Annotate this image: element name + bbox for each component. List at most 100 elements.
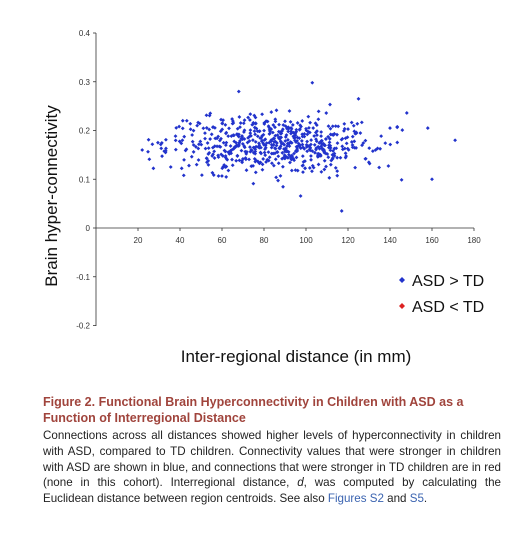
data-point xyxy=(253,147,258,152)
data-point xyxy=(317,146,322,151)
caption-text-4: . xyxy=(423,492,428,506)
link-figures-s2[interactable]: Figures S2 xyxy=(327,492,384,506)
data-point xyxy=(315,133,319,138)
data-point xyxy=(196,120,201,125)
data-point xyxy=(219,117,223,122)
data-point xyxy=(243,149,248,154)
data-point xyxy=(366,160,371,165)
data-point xyxy=(204,126,209,130)
data-point xyxy=(359,120,364,125)
data-point xyxy=(183,148,188,153)
data-point xyxy=(298,146,303,151)
data-point xyxy=(229,134,234,138)
data-point xyxy=(301,145,305,150)
axes: 0.4 0.3 0.2 0.1 0 -0.1 -0.2 20 40 60 80 100 120 140 16… xyxy=(76,29,481,331)
data-point xyxy=(272,139,277,144)
data-point xyxy=(298,194,303,198)
data-point xyxy=(211,152,215,157)
data-point xyxy=(288,119,293,124)
data-point xyxy=(287,152,291,157)
data-point xyxy=(223,154,228,158)
data-point xyxy=(342,146,347,151)
data-point xyxy=(260,138,265,143)
data-point xyxy=(274,175,279,180)
data-point xyxy=(234,158,239,163)
data-point xyxy=(340,147,345,152)
data-point xyxy=(222,163,227,167)
data-point xyxy=(324,164,328,169)
data-point xyxy=(328,162,333,167)
legend-marker-red xyxy=(399,303,405,309)
data-point xyxy=(302,132,307,136)
data-point xyxy=(204,156,209,160)
data-point xyxy=(253,121,258,126)
data-point xyxy=(290,123,295,127)
figure-caption: Figure 2. Functional Brain Hyperconnecti… xyxy=(43,394,501,507)
data-point xyxy=(232,145,237,149)
data-point xyxy=(310,149,315,154)
y-tick-label: 0.2 xyxy=(79,127,91,136)
data-point xyxy=(326,124,331,129)
data-point xyxy=(200,173,204,178)
data-point xyxy=(259,135,264,140)
data-point xyxy=(299,139,304,143)
caption-distance-symbol: d xyxy=(297,476,304,490)
data-point xyxy=(330,124,335,129)
data-point xyxy=(271,123,276,127)
data-point xyxy=(180,126,185,131)
legend-item-asd-gt-td: ASD > TD xyxy=(399,273,484,290)
data-point xyxy=(327,136,332,141)
data-point xyxy=(332,151,337,156)
data-point xyxy=(269,138,274,142)
data-point xyxy=(173,138,178,143)
data-point xyxy=(173,134,178,139)
data-point xyxy=(358,131,363,135)
data-point xyxy=(301,170,305,175)
x-axis-label: Inter-regional distance (in mm) xyxy=(181,347,412,366)
data-point xyxy=(316,109,321,114)
data-point xyxy=(239,136,244,141)
data-point xyxy=(345,135,350,140)
data-point xyxy=(253,149,258,154)
data-point xyxy=(180,138,185,143)
data-point xyxy=(240,156,245,161)
data-point xyxy=(310,80,315,85)
data-point xyxy=(282,147,286,151)
data-point xyxy=(430,177,434,182)
data-point xyxy=(193,144,198,149)
data-point xyxy=(209,132,214,137)
data-point xyxy=(273,125,277,130)
data-point xyxy=(243,156,248,160)
data-point xyxy=(333,124,338,129)
data-point xyxy=(198,139,203,144)
data-point xyxy=(315,129,319,134)
link-figure-s5[interactable]: S5 xyxy=(409,492,424,506)
y-tick-label: 0.3 xyxy=(79,78,91,87)
data-point xyxy=(262,122,267,126)
data-point xyxy=(239,148,244,153)
data-point xyxy=(343,151,348,156)
data-point xyxy=(291,134,296,139)
data-point xyxy=(248,128,253,133)
data-point xyxy=(222,148,227,153)
data-point xyxy=(289,129,293,134)
data-point xyxy=(278,144,283,149)
data-point xyxy=(331,149,335,153)
data-point xyxy=(311,165,316,170)
data-point xyxy=(331,133,336,137)
data-point xyxy=(354,146,358,150)
data-point xyxy=(273,146,278,151)
data-point xyxy=(229,151,234,156)
data-point xyxy=(260,112,265,117)
data-point xyxy=(265,158,270,162)
data-point xyxy=(197,142,201,147)
data-point xyxy=(309,142,313,147)
data-point xyxy=(226,150,231,155)
data-point xyxy=(182,158,186,162)
data-point xyxy=(399,177,404,182)
data-point xyxy=(298,145,302,149)
x-tick-label: 100 xyxy=(299,236,313,245)
data-point xyxy=(246,135,250,140)
data-point xyxy=(379,134,384,139)
data-point xyxy=(238,125,242,130)
